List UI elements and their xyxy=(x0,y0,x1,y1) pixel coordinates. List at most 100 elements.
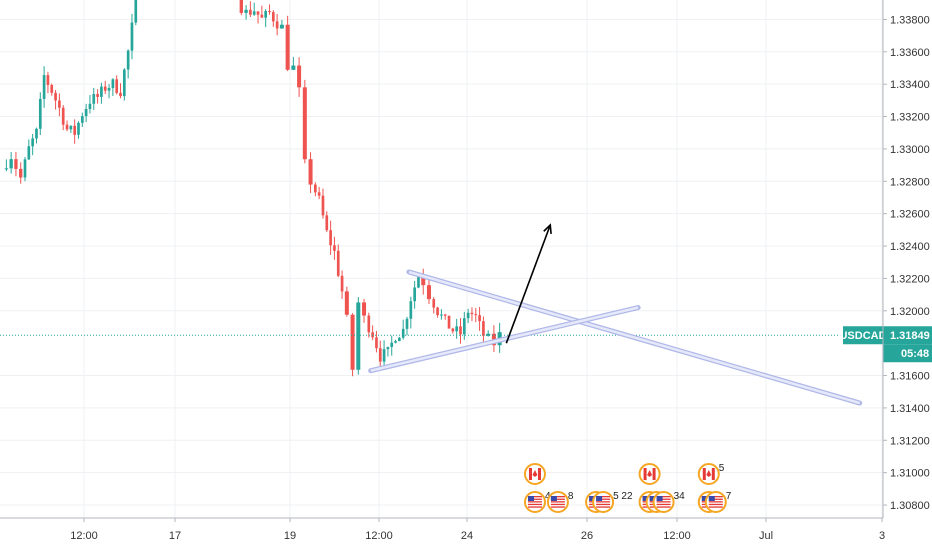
candle-body xyxy=(122,69,126,97)
candle-body xyxy=(382,349,386,362)
candle-body xyxy=(336,250,340,276)
candle-body xyxy=(375,337,378,349)
event-count-label: 4 xyxy=(545,491,551,502)
candle-body xyxy=(356,302,361,370)
candle-body xyxy=(313,184,317,193)
candle-body xyxy=(398,337,401,342)
candle-body xyxy=(362,302,367,316)
canada-flag-icon[interactable] xyxy=(638,463,661,485)
x-tick-label: 24 xyxy=(461,530,473,542)
candle-body xyxy=(115,79,119,93)
candle-body xyxy=(390,342,394,347)
countdown-label: 05:48 xyxy=(901,348,929,360)
y-tick-label: 1.32000 xyxy=(890,306,930,318)
candle-body xyxy=(340,275,344,292)
y-tick-label: 1.31200 xyxy=(890,435,930,447)
candle-body xyxy=(130,22,134,51)
countdown-badge xyxy=(883,344,932,363)
candle-body xyxy=(42,75,46,99)
candle-body xyxy=(421,276,426,286)
grid-layer xyxy=(0,0,883,518)
y-tick-label: 1.33000 xyxy=(890,144,930,156)
candle-body xyxy=(297,65,302,88)
candle-body xyxy=(107,87,111,91)
candle-body xyxy=(285,24,290,70)
candle-body xyxy=(35,128,38,139)
candle-body xyxy=(126,50,130,70)
candle-body xyxy=(54,92,57,101)
canada-flag-icon[interactable] xyxy=(523,463,546,485)
candle-body xyxy=(459,326,462,335)
candle-body xyxy=(329,230,332,246)
y-tick-label: 1.31400 xyxy=(890,403,930,415)
candle-body xyxy=(260,14,264,18)
us-flag-icon[interactable] xyxy=(546,491,569,513)
us-flag-icon[interactable] xyxy=(704,491,727,513)
candle-body xyxy=(92,94,96,104)
candle-body xyxy=(478,315,481,322)
candle-body xyxy=(321,195,325,216)
candle-body xyxy=(27,146,31,160)
candle-body xyxy=(80,116,84,123)
x-tick-label: 3 xyxy=(879,530,885,542)
candle-body xyxy=(466,312,470,319)
arrow-head xyxy=(543,223,552,235)
candle-body xyxy=(378,348,382,362)
candle-body xyxy=(447,315,451,329)
candle-body xyxy=(401,328,405,338)
candle-body xyxy=(394,341,397,343)
y-tick-label: 1.31600 xyxy=(890,371,930,383)
candle-body xyxy=(386,346,390,350)
candle-body xyxy=(436,307,439,316)
last-price-badge xyxy=(883,326,932,345)
candle-body xyxy=(443,314,447,316)
candle-body xyxy=(440,314,443,316)
y-tick-label: 1.33200 xyxy=(890,112,930,124)
y-tick-label: 1.32400 xyxy=(890,241,930,253)
us-flag-icon[interactable] xyxy=(652,491,675,513)
event-count-label: 7 xyxy=(726,491,732,502)
candle-body xyxy=(275,21,279,29)
candle-body xyxy=(31,138,34,147)
us-flag-icon[interactable] xyxy=(592,491,615,513)
canada-flag-icon[interactable] xyxy=(697,463,720,485)
candle-body xyxy=(344,291,349,315)
candle-body xyxy=(252,11,256,15)
candle-body xyxy=(317,192,321,196)
candle-body xyxy=(77,122,80,135)
last-price-label: 1.31849 xyxy=(890,330,930,342)
candle-body xyxy=(405,318,409,329)
candle-body xyxy=(279,24,284,29)
x-tick-label: 12:00 xyxy=(663,530,691,542)
y-tick-label: 1.30800 xyxy=(890,500,930,512)
candle-body xyxy=(325,215,329,231)
candle-body xyxy=(244,9,248,13)
candle-body xyxy=(73,125,77,135)
upper-trendline-inner xyxy=(408,270,861,405)
candle-body xyxy=(417,276,420,288)
candle-body xyxy=(100,86,103,97)
candle-body xyxy=(239,0,243,13)
candle-body xyxy=(333,245,336,251)
y-tick-label: 1.33600 xyxy=(890,47,930,59)
candle-body xyxy=(19,168,23,178)
us-flag-icon[interactable] xyxy=(523,491,546,513)
candle-body xyxy=(291,65,296,70)
candle-body xyxy=(23,159,27,178)
candle-body xyxy=(50,85,54,93)
events-layer[interactable]: 4 8 5 22 34 5 7 xyxy=(523,463,732,513)
candle-body xyxy=(103,86,107,91)
x-tick-label: 17 xyxy=(169,530,181,542)
candle-body xyxy=(482,321,485,336)
candle-body xyxy=(470,312,474,315)
drawings-layer[interactable] xyxy=(368,223,863,406)
arrow-line[interactable] xyxy=(505,224,552,344)
candle-body xyxy=(134,0,138,23)
candle-body xyxy=(486,333,491,336)
candle-body xyxy=(302,87,307,160)
candle-body xyxy=(432,299,436,308)
symbol-badge xyxy=(843,326,883,345)
